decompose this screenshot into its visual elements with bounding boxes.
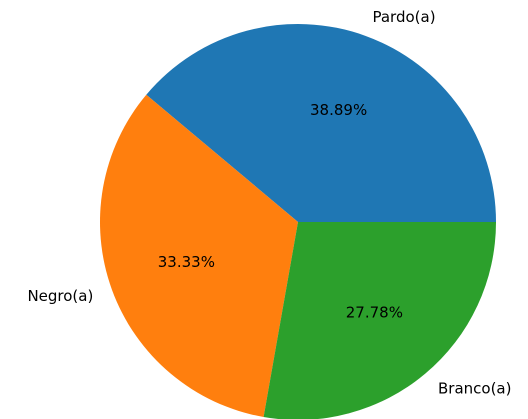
slice-label: Branco(a): [438, 379, 511, 397]
slice-label: Negro(a): [27, 287, 93, 305]
value-label: 33.33%: [158, 253, 215, 271]
pie-slice: [99, 94, 298, 417]
slice-label: Pardo(a): [372, 8, 435, 26]
value-label: 38.89%: [310, 101, 367, 119]
value-label: 27.78%: [346, 304, 403, 322]
pie-slice: [146, 24, 496, 222]
pie-slice: [263, 222, 496, 419]
